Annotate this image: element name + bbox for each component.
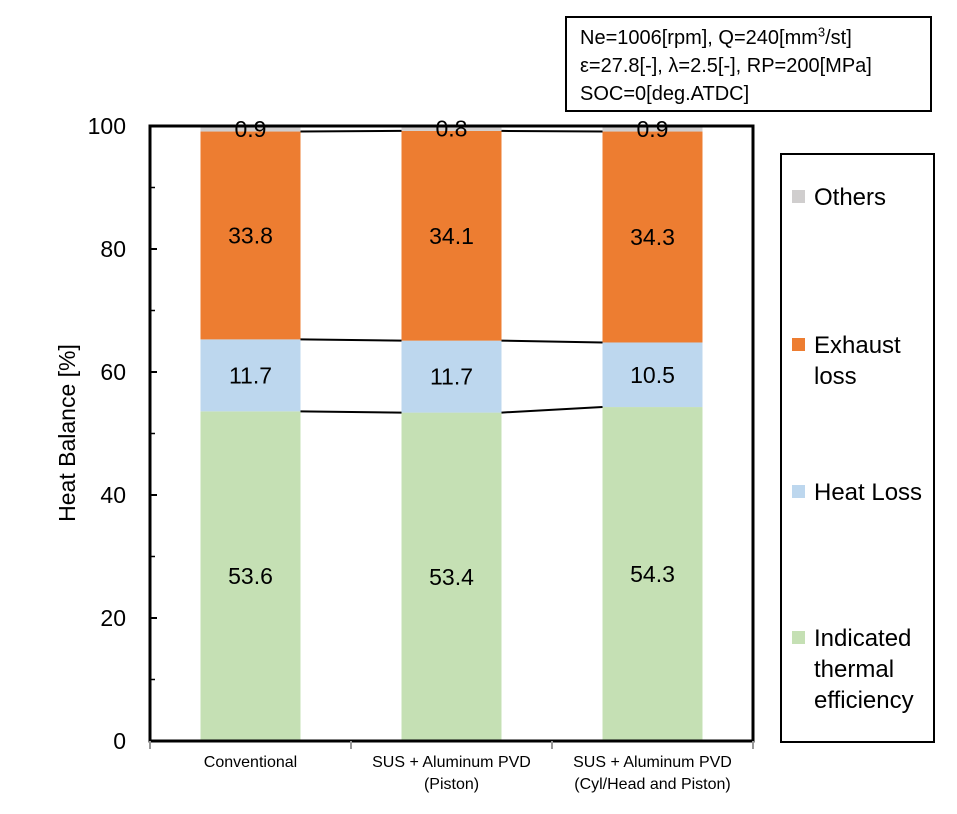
series-line [300,129,402,133]
bar-segment-2-0 [200,131,301,340]
data-label: 53.6 [228,563,273,589]
data-label: 11.7 [430,364,473,390]
condition-line-3: SOC=0[deg.ATDC] [580,83,750,105]
condition-line-1-superscript: 3 [817,24,826,40]
bar-segment-1-0 [200,339,301,412]
legend-label-others: Others [814,184,887,211]
condition-line-1: Ne=1006[rpm], Q=240[mm3/st] [580,24,930,52]
legend-label-indicated-thermal-efficiency: Indicated thermal efficiency [814,625,914,714]
series-line [501,339,603,344]
condition-line-1-suffix: /st] [825,27,852,49]
y-tick-label: 0 [113,728,126,754]
bar-segment-0-2 [602,407,703,741]
y-axis-title: Heat Balance [%] [54,344,80,522]
condition-line-2: ε=27.8[-], λ=2.5[-], RP=200[MPa] [580,55,872,77]
data-label: 0.9 [637,116,669,142]
x-tick-label: (Cyl/Head and Piston) [574,776,731,793]
legend-item-heat-loss: Heat Loss [792,477,934,508]
bar-segment-2-1 [401,130,502,341]
series-line [300,338,402,342]
legend-swatch-others [792,190,805,203]
legend-swatch-indicated-thermal-efficiency [792,631,805,644]
data-label: 10.5 [630,362,675,388]
series-line [501,129,603,133]
x-tick-label: SUS + Aluminum PVD [573,754,732,771]
chart-legend: Others Exhaust loss Heat Loss Indicated … [780,153,935,743]
legend-label-heat-loss: Heat Loss [814,479,923,506]
legend-item-indicated-thermal-efficiency: Indicated thermal efficiency [792,623,934,716]
bar-segment-0-0 [200,411,301,741]
x-tick-label: SUS + Aluminum PVD [372,754,531,771]
operating-conditions-box: Ne=1006[rpm], Q=240[mm3/st] ε=27.8[-], λ… [565,16,932,112]
data-label: 33.8 [228,222,273,248]
y-tick-label: 60 [100,359,126,385]
bar-segment-3-1 [401,126,502,131]
y-tick-label: 100 [88,113,126,139]
data-label: 54.3 [630,561,675,587]
legend-swatch-heat-loss [792,485,805,498]
bar-segment-0-1 [401,412,502,741]
bar-segment-3-0 [200,126,301,132]
data-label: 11.7 [229,362,272,388]
x-tick-label: (Piston) [424,776,479,793]
legend-label-exhaust-loss: Exhaust loss [814,332,901,390]
y-tick-label: 20 [100,605,126,631]
data-label: 0.8 [436,115,468,141]
legend-item-exhaust-loss: Exhaust loss [792,330,934,392]
bar-segment-1-2 [602,342,703,408]
data-label: 0.9 [235,116,267,142]
data-label: 53.4 [429,564,474,590]
legend-swatch-exhaust-loss [792,338,805,351]
bar-segment-2-2 [602,131,703,343]
bar-segment-1-1 [401,340,502,413]
data-label: 34.1 [429,223,474,249]
bar-segment-3-2 [602,126,703,132]
data-label: 34.3 [630,224,675,250]
x-tick-label: Conventional [204,754,297,771]
series-line [501,406,603,414]
series-line [300,410,402,414]
legend-item-others: Others [792,182,934,213]
y-tick-label: 40 [100,482,126,508]
condition-line-1-prefix: Ne=1006[rpm], Q=240[mm [580,27,818,49]
y-tick-label: 80 [100,236,126,262]
